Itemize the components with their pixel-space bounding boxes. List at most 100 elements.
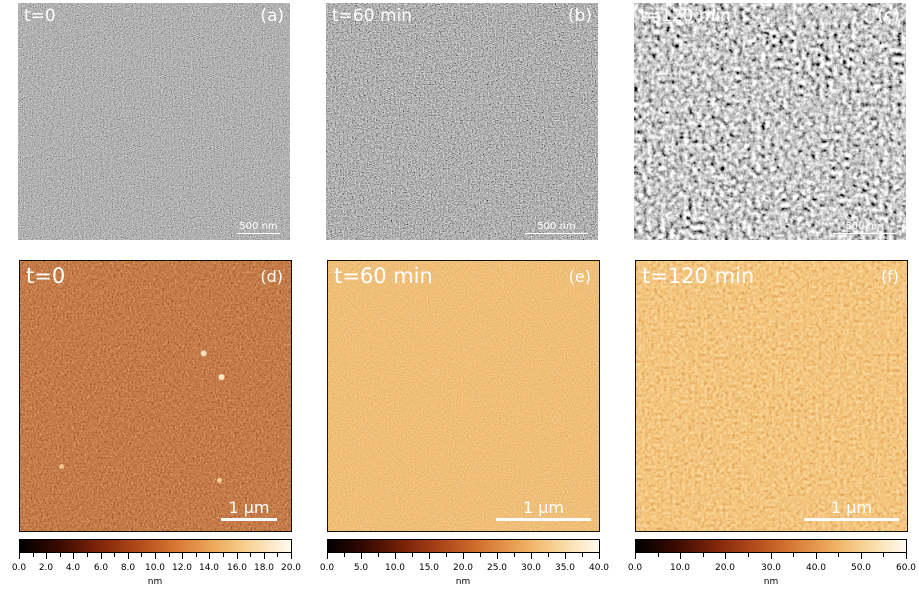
afm-image-f: t=120 min (f) 1 μm [635, 260, 908, 532]
panel-letter-a: (a) [260, 6, 284, 26]
colorbar-tick-label: 40.0 [805, 563, 827, 573]
colorbar-tick [19, 553, 20, 559]
colorbar-tick-label: 2.0 [38, 563, 54, 573]
colorbar-tick [73, 553, 74, 559]
scale-bar-line-f [804, 518, 899, 521]
colorbar-tick-label: 20.0 [280, 563, 302, 573]
colorbar-ticks-d: 0.0 2.0 4.0 6.0 8.0 10.0 12.0 14.0 16.0 18.0 20.0 [12, 553, 301, 573]
colorbar-tick [565, 553, 566, 559]
colorbar-minor-tick [169, 553, 170, 557]
scale-bar-line-c [833, 233, 896, 234]
panel-letter-b: (b) [567, 6, 592, 26]
colorbar-minor-tick [514, 553, 515, 557]
colorbar-minor-tick [277, 553, 278, 557]
colorbar-tick [264, 553, 265, 559]
sem-image-a: t=0 (a) 500 nm [18, 3, 290, 240]
colorbar-tick-label: 30.0 [760, 563, 782, 573]
scale-bar-line-e [496, 518, 591, 521]
panel-letter-c: (c) [877, 6, 900, 26]
afm-time-label-e: t=60 min [334, 264, 433, 288]
scale-bar-label-f: 1 μm [830, 498, 873, 517]
colorbar-minor-tick [658, 553, 659, 557]
colorbar-unit-e: nm [455, 577, 471, 587]
colorbar-tick [725, 553, 726, 559]
colorbar-minor-tick [480, 553, 481, 557]
colorbar-minor-tick [748, 553, 749, 557]
scale-bar-c: 500 nm [833, 218, 896, 234]
scale-bar-a: 500 nm [237, 218, 280, 234]
panel-letter-f: (f) [880, 267, 899, 286]
colorbar-minor-tick [60, 553, 61, 557]
colorbar-minor-tick [703, 553, 704, 557]
colorbar-tick [906, 553, 907, 559]
scale-bar-label-a: 500 nm [239, 221, 278, 232]
scale-bar-e: 1 μm [496, 497, 591, 521]
colorbar-tick-label: 10.0 [144, 563, 166, 573]
colorbar-d [19, 539, 292, 553]
colorbar-tick [680, 553, 681, 559]
colorbar-tick [327, 553, 328, 559]
colorbar-minor-tick [582, 553, 583, 557]
colorbar-tick-label: 4.0 [65, 563, 81, 573]
colorbar-minor-tick [793, 553, 794, 557]
colorbar-tick-label: 50.0 [850, 563, 872, 573]
colorbar-tick [291, 553, 292, 559]
scale-bar-line-d [221, 518, 277, 521]
colorbar-minor-tick [33, 553, 34, 557]
colorbar-tick-label: 10.0 [384, 563, 406, 573]
afm-texture-f [636, 261, 907, 531]
colorbar-tick-label: 12.0 [171, 563, 193, 573]
colorbar-tick [463, 553, 464, 559]
colorbar-tick-label: 25.0 [486, 563, 508, 573]
colorbar-tick-label: 16.0 [226, 563, 248, 573]
colorbar-tick-label: 5.0 [353, 563, 369, 573]
colorbar-tick [182, 553, 183, 559]
colorbar-tick [237, 553, 238, 559]
colorbar-tick [816, 553, 817, 559]
colorbar-unit-d: nm [147, 577, 163, 587]
colorbar-tick-label: 8.0 [120, 563, 136, 573]
colorbar-tick [209, 553, 210, 559]
colorbar-tick-label: 35.0 [554, 563, 576, 573]
colorbar-tick-label: 10.0 [669, 563, 691, 573]
colorbar-tick [155, 553, 156, 559]
colorbar-tick [497, 553, 498, 559]
colorbar-tick-label: 40.0 [588, 563, 610, 573]
scale-bar-line-a [237, 233, 280, 234]
colorbar-tick-label: 0.0 [11, 563, 27, 573]
colorbar-minor-tick [87, 553, 88, 557]
scale-bar-label-d: 1 μm [228, 498, 270, 517]
panel-letter-e: (e) [568, 267, 591, 286]
sem-image-c: t=120 min (c) 500 nm [634, 3, 906, 240]
colorbar-tick-label: 0.0 [319, 563, 335, 573]
colorbar-minor-tick [883, 553, 884, 557]
afm-texture-e [328, 261, 599, 531]
sem-texture-c [634, 3, 906, 240]
scale-bar-f: 1 μm [804, 497, 899, 521]
scale-bar-label-b: 500 nm [537, 221, 576, 232]
afm-time-label-d: t=0 [26, 264, 66, 288]
colorbar-e [327, 539, 600, 553]
colorbar-tick-label: 18.0 [253, 563, 275, 573]
afm-image-e: t=60 min (e) 1 μm [327, 260, 600, 532]
colorbar-ticks-f: 0.0 10.0 20.0 30.0 40.0 50.0 60.0 [628, 553, 916, 573]
scale-bar-d: 1 μm [221, 497, 277, 521]
colorbar-f [635, 539, 907, 553]
colorbar-tick [531, 553, 532, 559]
colorbar-tick-label: 30.0 [520, 563, 542, 573]
colorbar-tick [599, 553, 600, 559]
afm-time-label-f: t=120 min [642, 264, 755, 288]
colorbar-tick [46, 553, 47, 559]
afm-image-d: t=0 (d) 1 μm [19, 260, 292, 532]
colorbar-tick [395, 553, 396, 559]
afm-texture-d [20, 261, 291, 531]
sem-time-label-b: t=60 min [332, 6, 413, 26]
colorbar-tick-label: 14.0 [198, 563, 220, 573]
colorbar-tick-label: 0.0 [627, 563, 643, 573]
colorbar-tick-label: 20.0 [452, 563, 474, 573]
colorbar-tick-label: 60.0 [895, 563, 917, 573]
sem-time-label-c: t=120 min [640, 6, 731, 26]
sem-texture-a [18, 3, 290, 240]
colorbar-tick [861, 553, 862, 559]
colorbar-minor-tick [223, 553, 224, 557]
